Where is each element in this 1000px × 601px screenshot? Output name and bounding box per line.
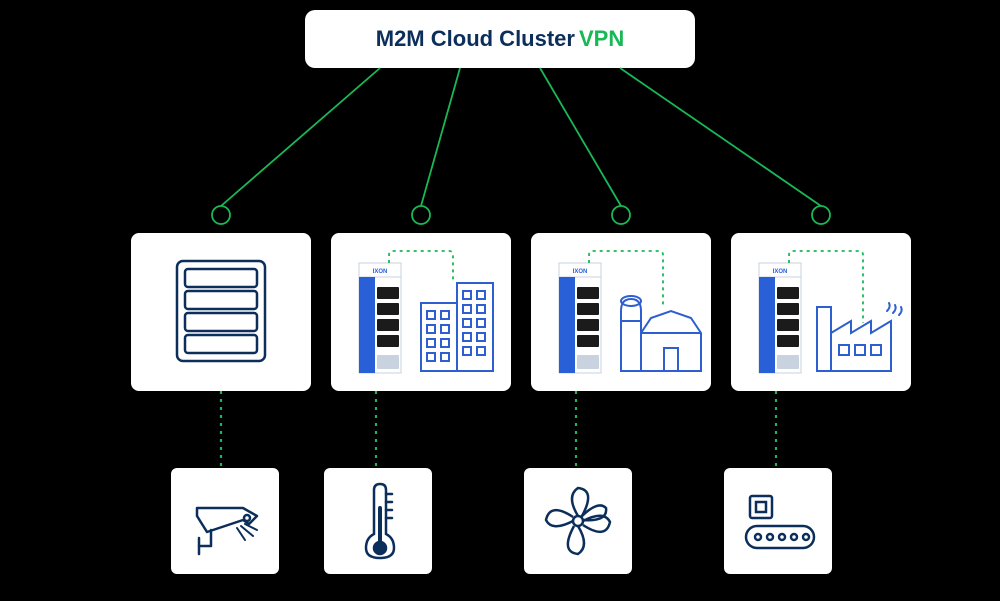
ixon-router-icon: IXON xyxy=(359,263,401,373)
card-conveyor xyxy=(724,468,832,574)
card-camera xyxy=(171,468,279,574)
dashed-links xyxy=(221,391,776,468)
ixon-label: IXON xyxy=(373,269,388,275)
title-accent: VPN xyxy=(579,26,624,52)
camera-icon xyxy=(171,468,279,574)
title-box: M2M Cloud Cluster VPN xyxy=(305,10,695,68)
ixon-router-icon: IXON xyxy=(559,263,601,373)
fan-icon xyxy=(524,468,632,574)
card-router-buildings: IXON xyxy=(331,233,511,391)
card-server xyxy=(131,233,311,391)
title-primary: M2M Cloud Cluster xyxy=(376,26,575,52)
ixon-label: IXON xyxy=(773,269,788,275)
router-barn-icon: IXON xyxy=(531,233,711,391)
connectors xyxy=(212,68,830,224)
card-thermometer xyxy=(324,468,432,574)
conveyor-icon xyxy=(724,468,832,574)
thermometer-icon xyxy=(324,468,432,574)
card-fan xyxy=(524,468,632,574)
card-router-factory: IXON xyxy=(731,233,911,391)
ixon-router-icon: IXON xyxy=(759,263,801,373)
ixon-label: IXON xyxy=(573,269,588,275)
card-router-barn: IXON xyxy=(531,233,711,391)
buildings-icon xyxy=(421,283,493,371)
server-icon xyxy=(131,233,311,391)
router-factory-icon: IXON xyxy=(731,233,911,391)
barn-icon xyxy=(621,296,701,371)
router-buildings-icon: IXON xyxy=(331,233,511,391)
factory-icon xyxy=(817,303,902,371)
